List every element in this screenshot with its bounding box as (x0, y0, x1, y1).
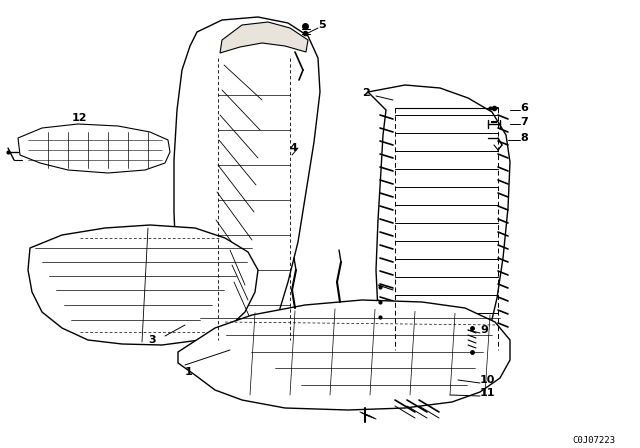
Polygon shape (178, 300, 510, 410)
Text: 8: 8 (520, 133, 528, 143)
Polygon shape (18, 124, 170, 173)
Text: 11: 11 (480, 388, 495, 398)
Text: 3: 3 (148, 335, 156, 345)
Polygon shape (28, 225, 258, 345)
Text: 5: 5 (318, 20, 326, 30)
Text: 12: 12 (72, 113, 88, 123)
Text: 7: 7 (520, 117, 528, 127)
Text: 6: 6 (520, 103, 528, 113)
Polygon shape (368, 85, 510, 364)
Polygon shape (220, 22, 308, 53)
Text: C0J07223: C0J07223 (572, 435, 615, 444)
Polygon shape (174, 17, 320, 353)
Text: 10: 10 (480, 375, 495, 385)
Text: 9: 9 (480, 325, 488, 335)
Text: 2: 2 (362, 88, 370, 98)
Text: 1: 1 (185, 367, 193, 377)
Text: 4: 4 (290, 143, 298, 153)
